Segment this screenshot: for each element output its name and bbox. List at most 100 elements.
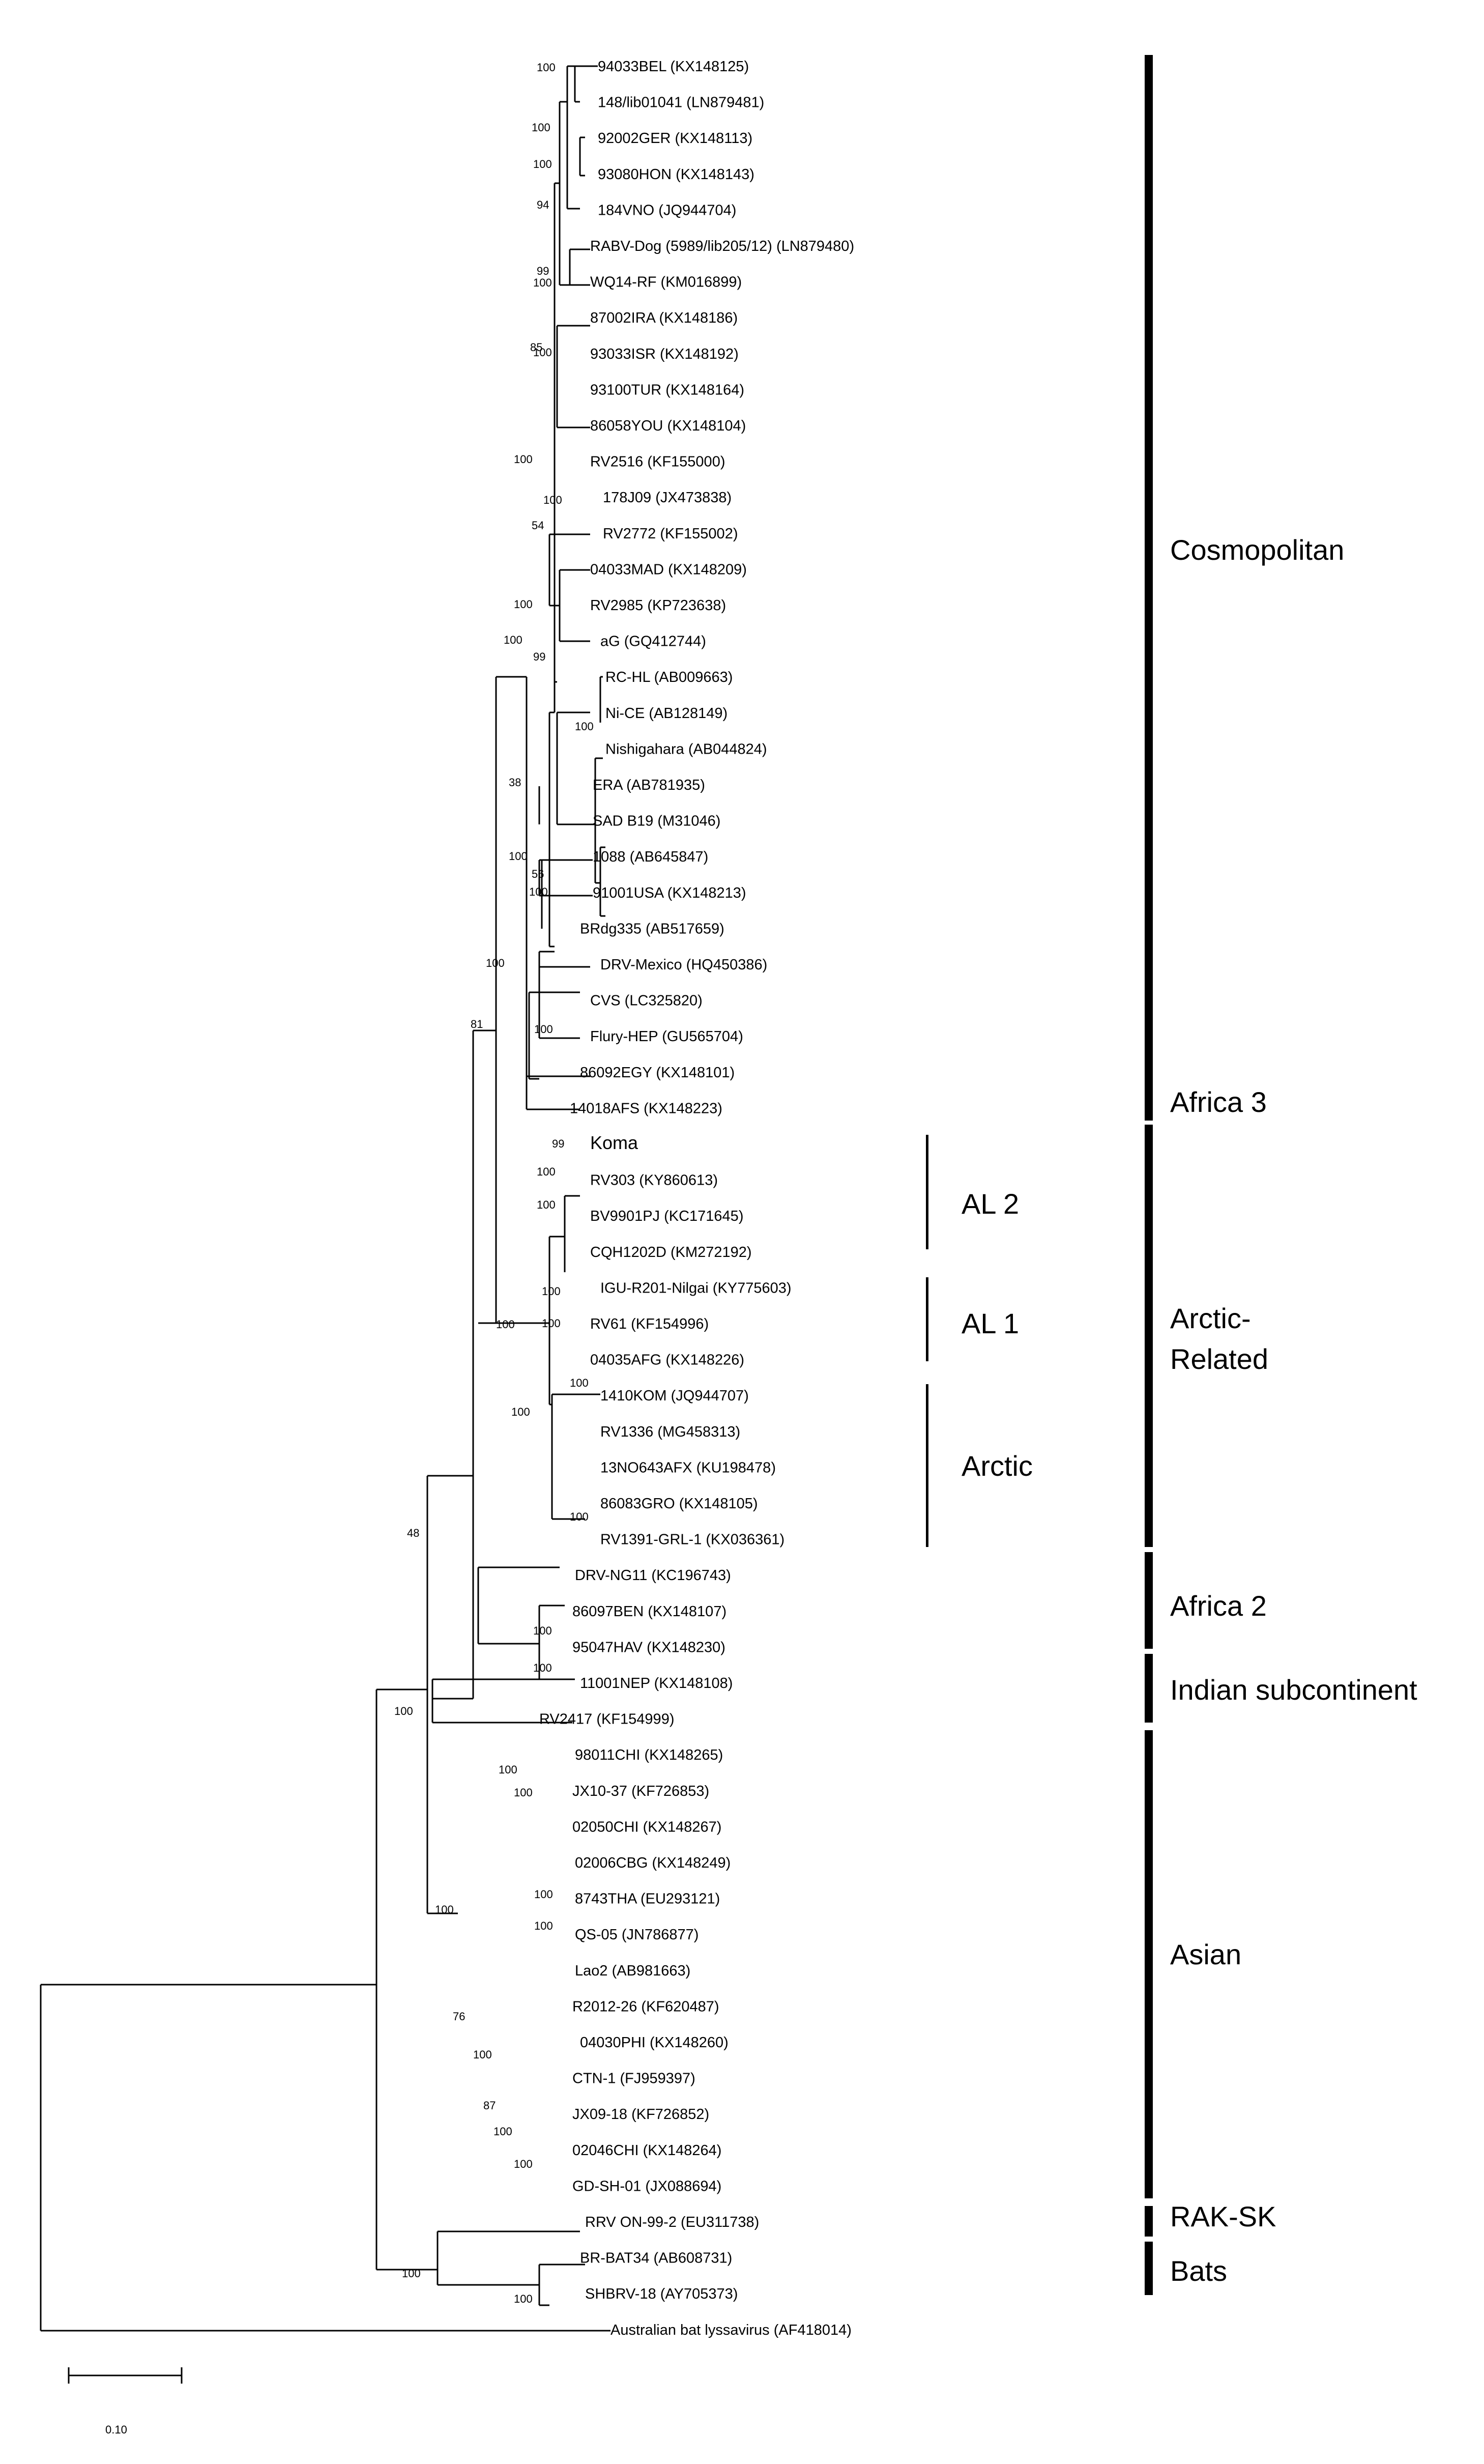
branch	[574, 65, 598, 103]
branch	[548, 533, 590, 607]
bootstrap-value: 100	[435, 1903, 454, 1916]
leaf-label: 1088 (AB645847)	[593, 849, 708, 865]
leaf-label: CTN-1 (FJ959397)	[572, 2071, 695, 2087]
clade-bars	[1145, 55, 1153, 2295]
leaf-label: Australian bat lyssavirus (AF418014)	[610, 2322, 852, 2338]
clade-label-arctic-related-1: Arctic-	[1170, 1302, 1251, 1334]
leaf-label: CQH1202D (KM272192)	[590, 1244, 752, 1260]
bootstrap-value: 100	[537, 61, 556, 74]
bootstrap-value: 81	[471, 1018, 483, 1030]
branch	[548, 711, 555, 948]
leaf-label: 93080HON (KX148143)	[598, 166, 754, 183]
leaf-label: RC-HL (AB009663)	[605, 669, 733, 685]
leaf-label: Nishigahara (AB044824)	[605, 741, 767, 757]
subclade-bar-arctic	[926, 1384, 928, 1547]
bootstrap-value: 38	[509, 776, 521, 789]
leaf-label: 86058YOU (KX148104)	[590, 418, 746, 434]
branch	[556, 325, 590, 428]
bootstrap-value: 100	[533, 276, 552, 289]
subclade-label-al1: AL 1	[962, 1307, 1019, 1339]
subclade-bars	[926, 1135, 928, 1547]
bootstrap-value: 48	[407, 1527, 419, 1539]
branch	[569, 248, 590, 286]
leaf-label: BV9901PJ (KC171645)	[590, 1208, 743, 1224]
leaf-label: 95047HAV (KX148230)	[572, 1639, 725, 1655]
bootstrap-value: 100	[504, 634, 522, 646]
bootstrap-value: 99	[533, 650, 545, 663]
scale-bar: 0.10	[68, 2367, 183, 2436]
bootstrap-value: 76	[453, 2010, 465, 2023]
branch	[538, 1605, 565, 1680]
clade-bar-raksk	[1145, 2206, 1153, 2237]
bootstrap-value: 100	[542, 1317, 561, 1330]
leaf-label: RRV ON-99-2 (EU311738)	[585, 2214, 759, 2230]
bootstrap-value: 100	[570, 1377, 589, 1389]
bootstrap-value: 100	[537, 1165, 556, 1178]
branch	[556, 711, 595, 825]
bootstrap-value: 100	[394, 1705, 413, 1717]
leaf-label: 148/lib01041 (LN879481)	[598, 95, 764, 111]
leaf-label: 92002GER (KX148113)	[598, 130, 752, 147]
clade-label-asian: Asian	[1170, 1938, 1241, 1970]
bootstrap-value: 56	[532, 868, 544, 880]
leaf-label: 13NO643AFX (KU198478)	[600, 1459, 776, 1476]
bootstrap-value: 100	[511, 1406, 530, 1418]
leaf-label: 94033BEL (KX148125)	[598, 59, 749, 75]
bootstrap-value: 100	[534, 1919, 553, 1932]
bootstrap-value: 100	[493, 2125, 512, 2138]
leaf-label: RV2985 (KP723638)	[590, 597, 726, 614]
bootstrap-value: 100	[532, 121, 550, 134]
bootstrap-value: 100	[534, 1023, 553, 1036]
subclade-bar-al1	[926, 1277, 928, 1361]
clade-bar-africa3	[1145, 1079, 1153, 1121]
leaf-label: BR-BAT34 (AB608731)	[580, 2250, 732, 2267]
bootstrap-value: 87	[483, 2099, 496, 2112]
branch	[566, 65, 580, 210]
leaf-label: DRV-Mexico (HQ450386)	[600, 957, 767, 973]
leaf-label: 87002IRA (KX148186)	[590, 310, 738, 326]
clade-label-africa2: Africa 2	[1170, 1590, 1267, 1622]
bootstrap-value: 100	[496, 1318, 515, 1331]
leaf-label: 1410KOM (JQ944707)	[600, 1388, 749, 1404]
bootstrap-value: 100	[509, 850, 528, 863]
branch	[432, 1029, 496, 1700]
leaf-label: DRV-NG11 (KC196743)	[575, 1567, 731, 1584]
leaf-label: 04035AFG (KX148226)	[590, 1352, 744, 1368]
branch	[375, 1688, 438, 2271]
leaf-label: 86092EGY (KX148101)	[580, 1065, 735, 1081]
leaf-label: RABV-Dog (5989/lib205/12) (LN879480)	[590, 238, 854, 254]
clade-bar-arctic-related	[1145, 1125, 1153, 1547]
leaf-label: 14018AFS (KX148223)	[570, 1100, 722, 1116]
bootstrap-value: 99	[552, 1137, 564, 1150]
branch	[496, 1236, 565, 1406]
clade-label-bats: Bats	[1170, 2255, 1227, 2287]
bootstrap-value: 99	[537, 265, 549, 277]
leaf-label: QS-05 (JN786877)	[575, 1927, 699, 1943]
leaf-label: 02046CHI (KX148264)	[572, 2142, 721, 2159]
bootstrap-labels: 1001001009499100851001001005410010099100…	[394, 61, 594, 2305]
clade-bar-cosmopolitan	[1145, 55, 1153, 1097]
leaf-label: WQ14-RF (KM016899)	[590, 274, 742, 291]
bootstrap-value: 100	[514, 598, 533, 611]
leaf-label: RV2417 (KF154999)	[539, 1711, 674, 1728]
subclade-label-arctic: Arctic	[962, 1450, 1033, 1482]
leaf-label: R2012-26 (KF620487)	[572, 1998, 719, 2015]
clade-bar-indian	[1145, 1654, 1153, 1723]
leaf-label: 93100TUR (KX148164)	[590, 382, 744, 398]
branch	[559, 569, 590, 642]
leaf-label: BRdg335 (AB517659)	[580, 921, 724, 937]
leaf-label: SHBRV-18 (AY705373)	[585, 2286, 738, 2302]
branch	[40, 1984, 610, 2332]
branch	[478, 676, 527, 1324]
bootstrap-value: 100	[533, 1661, 552, 1674]
leaf-label: 93033ISR (KX148192)	[590, 346, 739, 362]
leaf-label: Ni-CE (AB128149)	[605, 705, 728, 722]
clade-label-raksk: RAK-SK	[1170, 2200, 1276, 2232]
branch	[538, 859, 593, 897]
subclade-label-al2: AL 2	[962, 1188, 1019, 1220]
branch	[437, 2230, 580, 2286]
leaf-label: SAD B19 (M31046)	[593, 813, 720, 829]
leaf-label: Koma	[590, 1132, 638, 1153]
branch	[564, 1195, 580, 1272]
clade-label-cosmopolitan: Cosmopolitan	[1170, 534, 1344, 566]
